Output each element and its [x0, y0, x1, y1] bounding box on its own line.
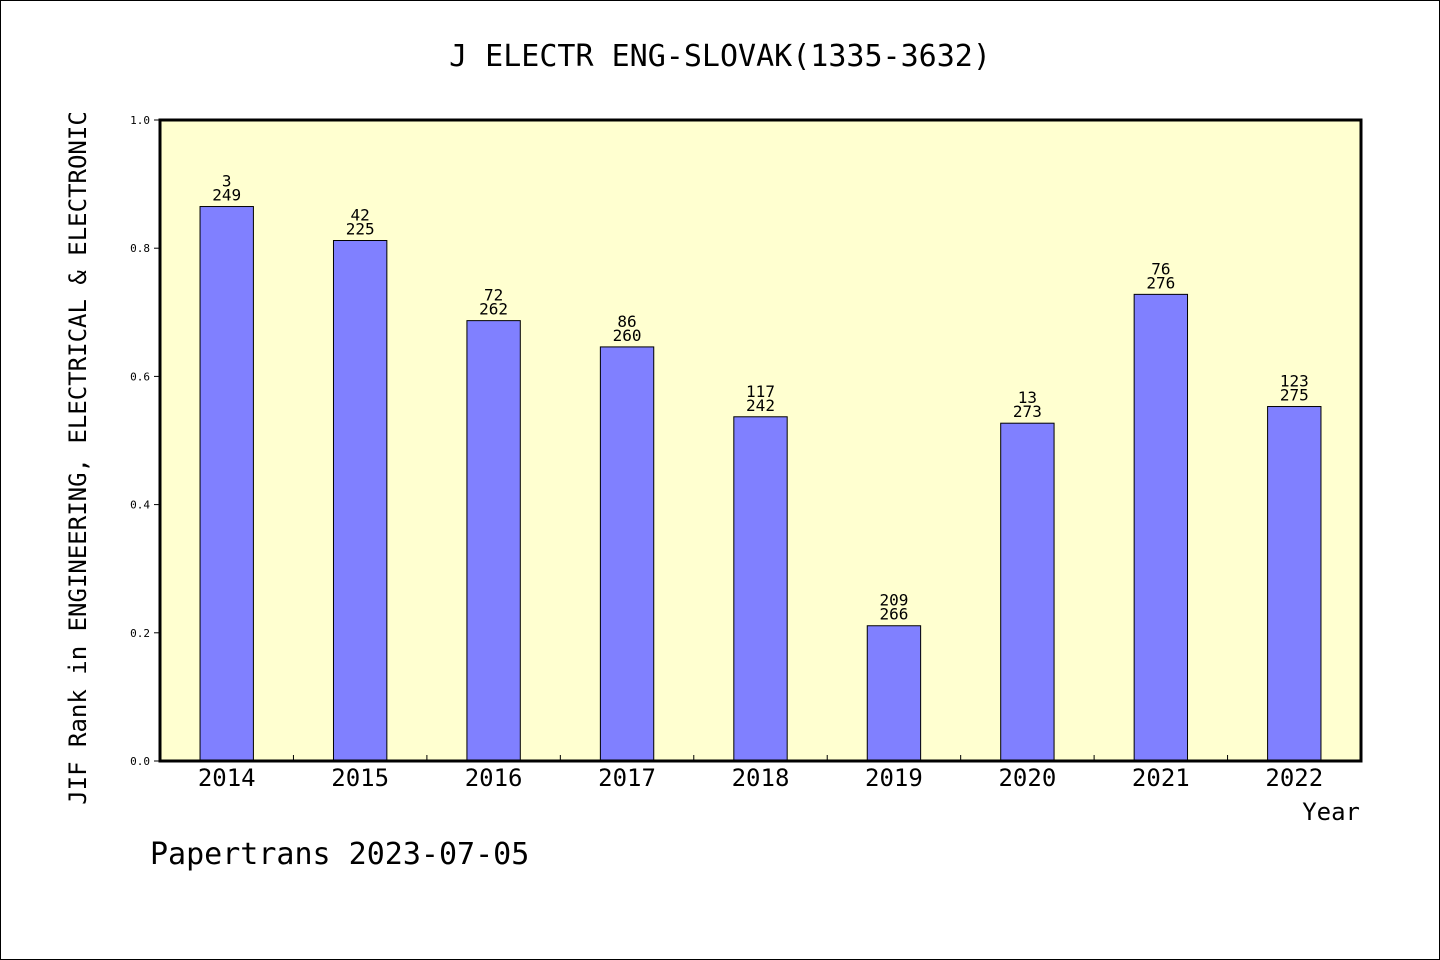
bar-total-label: 225: [346, 220, 375, 239]
bar-2018: [733, 416, 788, 762]
x-tick-label: 2019: [865, 764, 923, 792]
x-tick-label: 2017: [598, 764, 656, 792]
chart-title: J ELECTR ENG-SLOVAK(1335-3632): [449, 39, 991, 74]
bar-total-label: 275: [1280, 386, 1309, 405]
y-tick-label: 1.0: [130, 114, 150, 127]
x-tick-label: 2015: [331, 764, 389, 792]
y-tick-label: 0.0: [130, 755, 150, 768]
bar-rank-label: 72: [484, 286, 503, 305]
x-tick-label: 2021: [1132, 764, 1190, 792]
bar-total-label: 273: [1013, 402, 1042, 421]
bars: 3249422257226286260117242209266132737627…: [199, 172, 1322, 762]
y-axis-label: JIF Rank in ENGINEERING, ELECTRICAL & EL…: [64, 111, 92, 805]
bar-total-label: 262: [479, 300, 508, 319]
bar-2021: [1133, 293, 1189, 762]
bar-rank-label: 117: [746, 382, 775, 401]
x-tick-label: 2022: [1265, 764, 1323, 792]
x-tick-label: 2014: [198, 764, 256, 792]
bar-rank-label: 123: [1280, 372, 1309, 391]
x-tick-label: 2016: [465, 764, 523, 792]
footer-text: Papertrans 2023-07-05: [150, 837, 529, 872]
bar-2019: [866, 625, 922, 762]
bar-total-label: 242: [746, 396, 775, 415]
bar-2016: [466, 320, 521, 762]
y-tick-label: 0.4: [130, 499, 150, 512]
bar-rank-label: 76: [1151, 259, 1170, 278]
x-tick-label: 2020: [998, 764, 1056, 792]
bar-total-label: 260: [613, 326, 642, 345]
plot-frame: [158, 118, 1363, 763]
bar-total-label: 249: [212, 186, 241, 205]
bar-rank-label: 86: [617, 312, 636, 331]
bar-2020: [1000, 422, 1055, 762]
bar-total-label: 276: [1146, 273, 1175, 292]
x-axis: 2014 2015 2016 2017 2018 2019 2020 2021 2022: [198, 755, 1323, 792]
y-tick-label: 0.2: [130, 627, 150, 640]
y-tick-label: 0.8: [130, 242, 150, 255]
y-tick-label: 0.6: [130, 370, 150, 383]
y-axis: 0.0 0.2 0.4 0.6 0.8 1.0: [130, 114, 160, 768]
bar-2017: [599, 346, 655, 762]
bar-total-label: 266: [879, 605, 908, 624]
bar-2015: [332, 240, 388, 762]
bar-2022: [1267, 406, 1322, 762]
bar-rank-label: 209: [879, 591, 908, 610]
bar-2014: [199, 206, 254, 762]
bar-rank-label: 42: [351, 206, 370, 225]
bar-rank-label: 13: [1018, 388, 1037, 407]
x-axis-label: Year: [1302, 798, 1360, 826]
x-tick-label: 2018: [732, 764, 790, 792]
bar-rank-label: 3: [222, 172, 232, 191]
